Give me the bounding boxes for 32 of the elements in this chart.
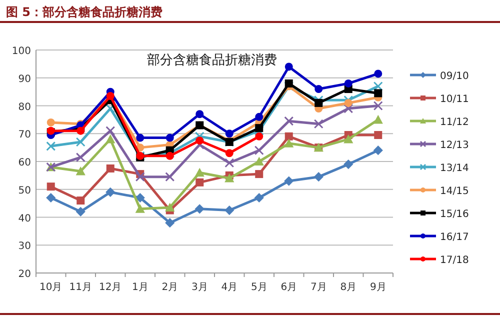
x-tick-label: 6月 [280,282,298,293]
y-tick-label: 20 [18,269,31,280]
x-tick-label: 3月 [191,282,208,293]
legend-label: 11/12 [440,117,469,128]
legend-label: 16/17 [440,232,469,243]
legend-label: 10/11 [440,94,469,105]
chart-subtitle: 部分含糖食品折糖消费 [147,53,277,68]
legend-label: 09/10 [440,71,469,82]
y-tick-label: 30 [18,241,31,252]
x-tick-label: 12月 [99,282,122,293]
x-tick-label: 1月 [132,282,148,293]
x-tick-label: 2月 [162,282,178,293]
x-tick-label: 8月 [340,282,357,293]
x-tick-label: 7月 [310,282,327,293]
x-tick-label: 9月 [370,282,386,293]
y-tick-label: 40 [18,213,31,224]
legend-label: 13/14 [440,163,469,174]
legend-label: 14/15 [440,186,469,197]
y-tick-label: 60 [18,158,31,168]
legend-label: 15/16 [440,209,469,220]
y-tick-label: 80 [18,102,31,113]
chart-title: 图 5：部分含糖食品折糖消费 [6,5,163,19]
x-tick-label: 5月 [250,282,268,293]
x-tick-label: 10月 [40,282,62,293]
y-tick-label: 100 [12,46,31,57]
x-tick-label: 4月 [221,282,238,293]
y-tick-label: 50 [18,185,31,196]
legend-label: 12/13 [440,140,469,151]
x-tick-label: 11月 [69,282,92,293]
legend-label: 17/18 [440,255,469,266]
y-tick-label: 70 [18,130,31,141]
y-tick-label: 90 [18,74,31,85]
